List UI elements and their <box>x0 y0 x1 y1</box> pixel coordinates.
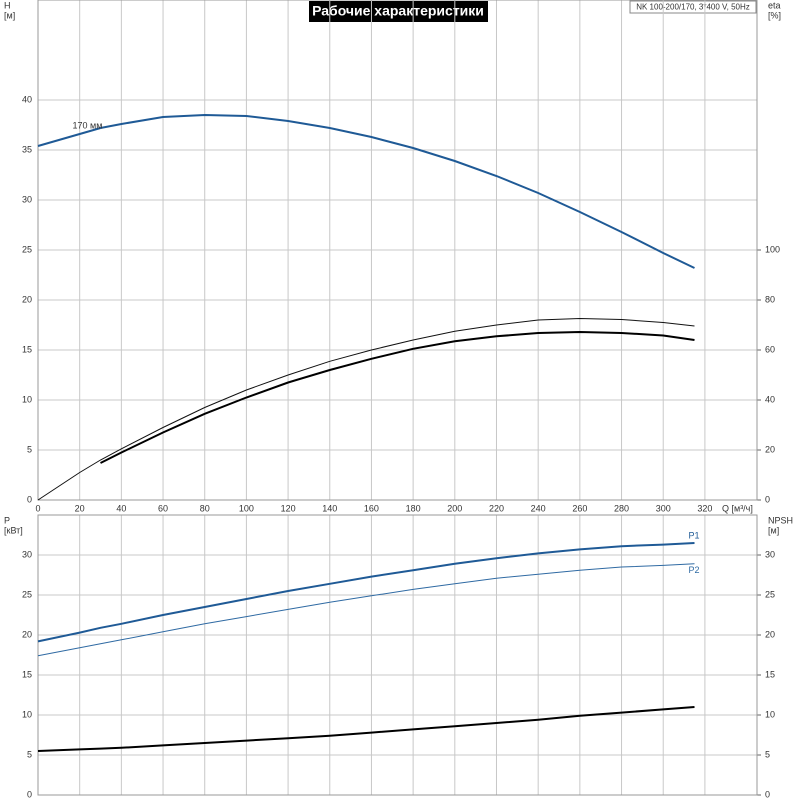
x-tick-label: 260 <box>572 503 587 513</box>
chart-title: Рабочие характеристики <box>312 3 484 19</box>
y-tick-label: 15 <box>22 669 32 679</box>
y2-label: NPSH <box>768 515 793 525</box>
y-tick-label: 0 <box>27 789 32 799</box>
y-tick-label: 5 <box>27 444 32 454</box>
y2-tick-label: 20 <box>765 444 775 454</box>
x-tick-label: 140 <box>322 503 337 513</box>
y2-tick-label: 0 <box>765 789 770 799</box>
y-label: P <box>4 515 10 525</box>
y2-unit: [%] <box>768 10 781 20</box>
info-box <box>629 0 757 14</box>
x-tick-label: 160 <box>364 503 379 513</box>
x-tick-label: 100 <box>239 503 254 513</box>
y-tick-label: 25 <box>22 589 32 599</box>
y2-unit: [м] <box>768 525 779 535</box>
y-tick-label: 30 <box>22 549 32 559</box>
y-tick-label: 40 <box>22 94 32 104</box>
y-tick-label: 30 <box>22 194 32 204</box>
y-tick-label: 0 <box>27 494 32 504</box>
x-tick-label: 0 <box>35 503 40 513</box>
title-box <box>309 1 488 22</box>
series-line <box>37 113 695 269</box>
plot-frame <box>37 514 758 796</box>
x-tick-label: 200 <box>447 503 462 513</box>
y-unit: [кВт] <box>4 525 23 535</box>
curve-label: P1 <box>688 530 699 540</box>
info: NK 100-200/170, 3*400 V, 50Hz <box>636 3 750 12</box>
x-tick-label: 20 <box>75 503 85 513</box>
plot-frame <box>37 0 758 501</box>
y2-tick-label: 0 <box>765 494 770 504</box>
x-tick-label: 120 <box>281 503 296 513</box>
y2-tick-label: 80 <box>765 294 775 304</box>
y-tick-label: 25 <box>22 244 32 254</box>
series-line <box>37 563 695 657</box>
y-tick-label: 5 <box>27 749 32 759</box>
x-tick-label: 220 <box>489 503 504 513</box>
y2-tick-label: 25 <box>765 589 775 599</box>
x-tick-label: 280 <box>614 503 629 513</box>
y2-tick-label: 30 <box>765 549 775 559</box>
y-unit: [м] <box>4 10 15 20</box>
x-tick-label: 60 <box>158 503 168 513</box>
series-line <box>100 330 695 464</box>
y-tick-label: 20 <box>22 629 32 639</box>
y-tick-label: 20 <box>22 294 32 304</box>
y-tick-label: 35 <box>22 144 32 154</box>
y2-tick-label: 5 <box>765 749 770 759</box>
y2-tick-label: 10 <box>765 709 775 719</box>
curve-label: P2 <box>688 565 699 575</box>
curve-label: 170 мм <box>73 120 103 130</box>
y-tick-label: 10 <box>22 394 32 404</box>
y2-tick-label: 100 <box>765 244 780 254</box>
x-tick-label: 180 <box>406 503 421 513</box>
y2-label: eta <box>768 0 781 10</box>
y-tick-label: 10 <box>22 709 32 719</box>
y-label: H <box>4 0 11 10</box>
x-label: Q [м³/ч] <box>722 503 753 513</box>
series-line <box>37 542 695 643</box>
x-tick-label: 320 <box>697 503 712 513</box>
y2-tick-label: 15 <box>765 669 775 679</box>
x-tick-label: 40 <box>116 503 126 513</box>
series-line <box>37 706 695 752</box>
x-tick-label: 240 <box>531 503 546 513</box>
y2-tick-label: 40 <box>765 394 775 404</box>
x-tick-label: 80 <box>200 503 210 513</box>
y2-tick-label: 60 <box>765 344 775 354</box>
y2-tick-label: 20 <box>765 629 775 639</box>
y-tick-label: 15 <box>22 344 32 354</box>
series-line <box>37 317 695 501</box>
x-tick-label: 300 <box>656 503 671 513</box>
